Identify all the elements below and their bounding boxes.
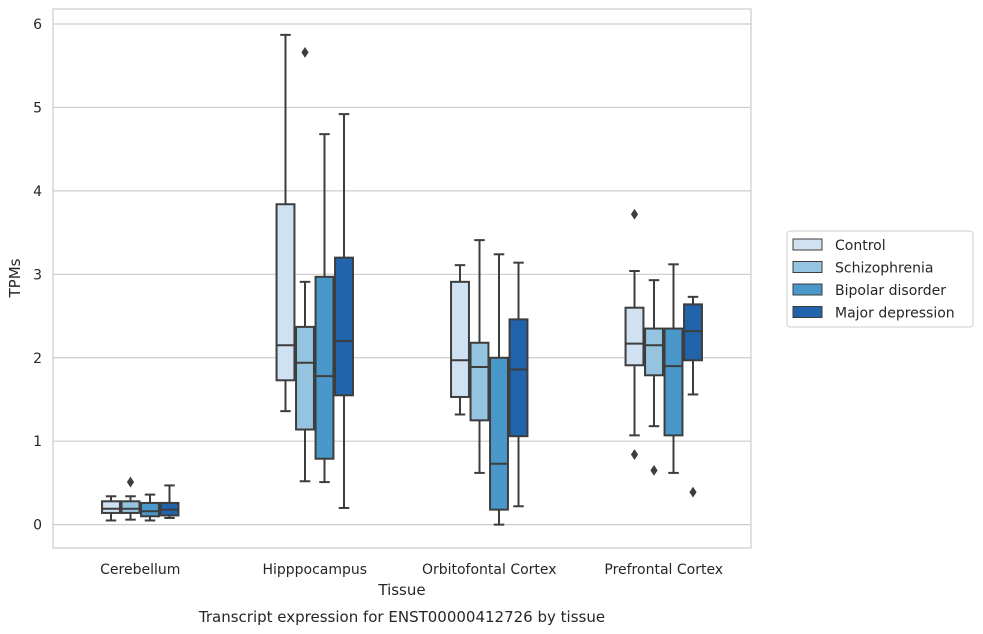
- y-axis-ticks: 0 1 2 3 4 5 6: [33, 17, 42, 534]
- legend-label: Schizophrenia: [835, 261, 933, 277]
- outlier-point: [126, 476, 135, 488]
- iqr-box: [624, 306, 645, 367]
- box-schizophrenia: [120, 476, 141, 521]
- y-tick-label: 1: [33, 434, 42, 450]
- iqr-box: [334, 256, 354, 397]
- iqr-box: [295, 325, 315, 431]
- box-series: [101, 33, 703, 526]
- box-schizophrenia: [644, 279, 664, 476]
- iqr-box: [644, 327, 664, 377]
- box-schizophrenia: [469, 239, 490, 474]
- iqr-box: [450, 280, 470, 398]
- y-tick-label: 6: [33, 17, 42, 33]
- box-control: [624, 208, 645, 460]
- iqr-box: [663, 327, 684, 437]
- box-control: [101, 495, 121, 522]
- iqr-box: [101, 500, 121, 514]
- iqr-box: [120, 500, 141, 514]
- x-tick-label: Prefrontal Cortex: [604, 562, 723, 578]
- x-axis-ticks: Cerebellum Hipppocampus Orbitofontal Corte…: [100, 562, 723, 578]
- legend: Control Schizophrenia Bipolar disorder Majo…: [786, 230, 974, 328]
- box-bipolar-disorder: [489, 253, 509, 526]
- iqr-box: [275, 203, 296, 382]
- legend-label: Control: [835, 238, 886, 254]
- iqr-box: [140, 501, 160, 518]
- x-axis-label: Tissue: [377, 581, 425, 599]
- box-control: [450, 264, 470, 416]
- outlier-point: [689, 486, 697, 498]
- y-tick-label: 0: [33, 518, 42, 534]
- grid-lines: [53, 23, 751, 526]
- iqr-box: [683, 303, 703, 362]
- x-tick-label: Orbitofontal Cortex: [422, 562, 557, 578]
- box-major-depression: [508, 261, 529, 508]
- legend-frame: [786, 230, 974, 328]
- box-major-depression: [159, 484, 180, 519]
- outlier-point: [630, 208, 639, 220]
- box-major-depression: [683, 295, 703, 498]
- legend-label: Major depression: [835, 306, 955, 322]
- y-tick-label: 4: [33, 184, 42, 200]
- outlier-point: [301, 46, 309, 58]
- box-bipolar-disorder: [663, 263, 684, 474]
- plot-frame: [52, 8, 752, 549]
- y-tick-label: 5: [33, 100, 42, 116]
- legend-swatch: [792, 238, 823, 251]
- box-schizophrenia: [295, 46, 315, 483]
- outlier-point: [630, 449, 639, 460]
- y-tick-label: 2: [33, 351, 42, 367]
- x-tick-label: Hipppocampus: [262, 562, 367, 578]
- legend-swatch: [792, 306, 823, 318]
- box-bipolar-disorder: [140, 493, 160, 522]
- y-axis-label: TPMs: [6, 258, 24, 298]
- iqr-box: [508, 318, 529, 438]
- box-major-depression: [334, 113, 354, 509]
- y-tick-label: 3: [33, 267, 42, 283]
- legend-swatch: [792, 261, 823, 273]
- box-bipolar-disorder: [314, 133, 335, 484]
- iqr-box: [469, 341, 490, 422]
- chart-caption: Transcript expression for ENST0000041272…: [198, 608, 605, 626]
- legend-swatch: [792, 283, 823, 296]
- legend-label: Bipolar disorder: [835, 283, 946, 299]
- box-control: [275, 33, 296, 413]
- iqr-box: [314, 275, 335, 460]
- outlier-point: [650, 465, 658, 476]
- iqr-box: [489, 356, 509, 511]
- x-tick-label: Cerebellum: [100, 562, 180, 578]
